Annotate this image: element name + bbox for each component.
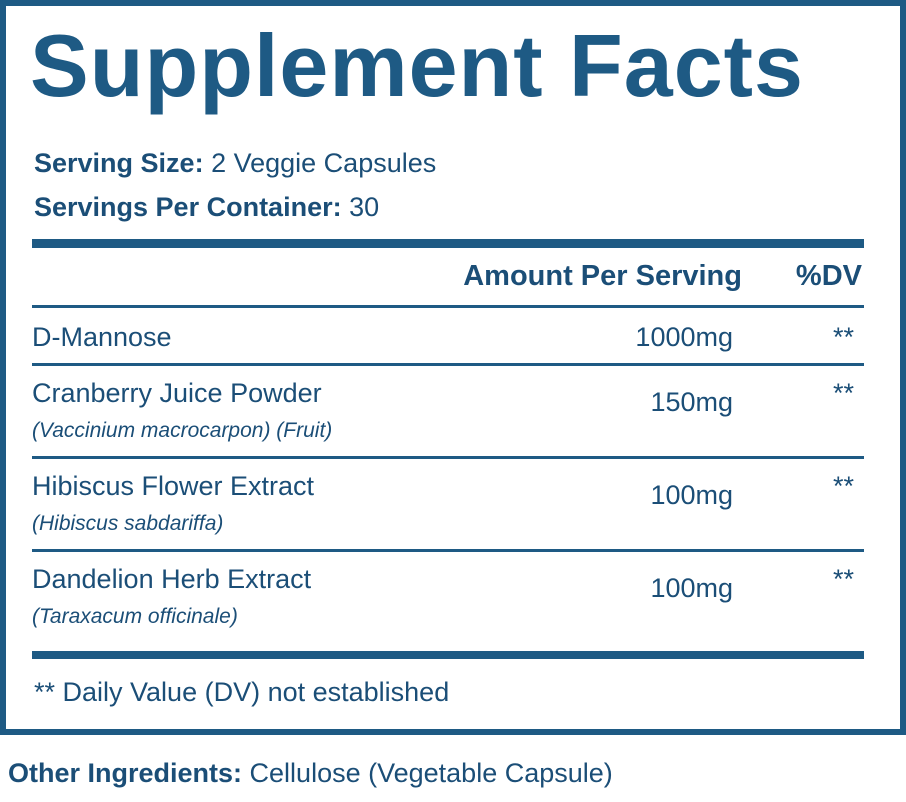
ingredient-name: Cranberry Juice Powder xyxy=(32,378,322,408)
ingredient-latin: (Vaccinium macrocarpon) (Fruit) xyxy=(32,419,333,442)
daily-value: ** xyxy=(832,564,854,594)
thick-rule xyxy=(32,651,864,659)
row-rule xyxy=(32,363,864,366)
label: Serving Size: xyxy=(34,148,204,178)
ingredient-latin: (Taraxacum officinale) xyxy=(32,605,238,628)
label-box xyxy=(0,0,906,735)
header-amount: Amount Per Serving xyxy=(463,260,742,292)
label: Servings Per Container: xyxy=(34,192,342,222)
other-ingredients: Other Ingredients: Cellulose (Vegetable … xyxy=(8,760,613,787)
ingredient-name: Dandelion Herb Extract xyxy=(32,564,312,594)
value: 30 xyxy=(349,192,380,222)
serving-size: Serving Size: 2 Veggie Capsules xyxy=(34,150,436,177)
thin-rule xyxy=(32,305,864,308)
servings-per-container: Servings Per Container: 30 xyxy=(34,194,379,221)
amount: 100mg xyxy=(650,480,733,510)
thick-rule xyxy=(32,239,864,248)
value: 2 Veggie Capsules xyxy=(211,148,437,178)
ingredient-latin: (Hibiscus sabdariffa) xyxy=(32,512,224,535)
row-rule xyxy=(32,456,864,459)
amount: 100mg xyxy=(650,573,733,603)
amount: 150mg xyxy=(650,387,733,417)
footnote: ** Daily Value (DV) not established xyxy=(34,677,450,707)
ingredient-name: Hibiscus Flower Extract xyxy=(32,471,315,501)
row-rule xyxy=(32,549,864,552)
label: Other Ingredients: xyxy=(8,758,243,788)
value: Cellulose (Vegetable Capsule) xyxy=(249,758,613,788)
ingredient-name: D-Mannose xyxy=(32,322,172,352)
header-dv: %DV xyxy=(795,260,862,292)
daily-value: ** xyxy=(832,471,854,501)
title: Supplement Facts xyxy=(30,16,804,115)
daily-value: ** xyxy=(832,378,854,408)
daily-value: ** xyxy=(832,322,854,352)
amount: 1000mg xyxy=(635,322,733,352)
